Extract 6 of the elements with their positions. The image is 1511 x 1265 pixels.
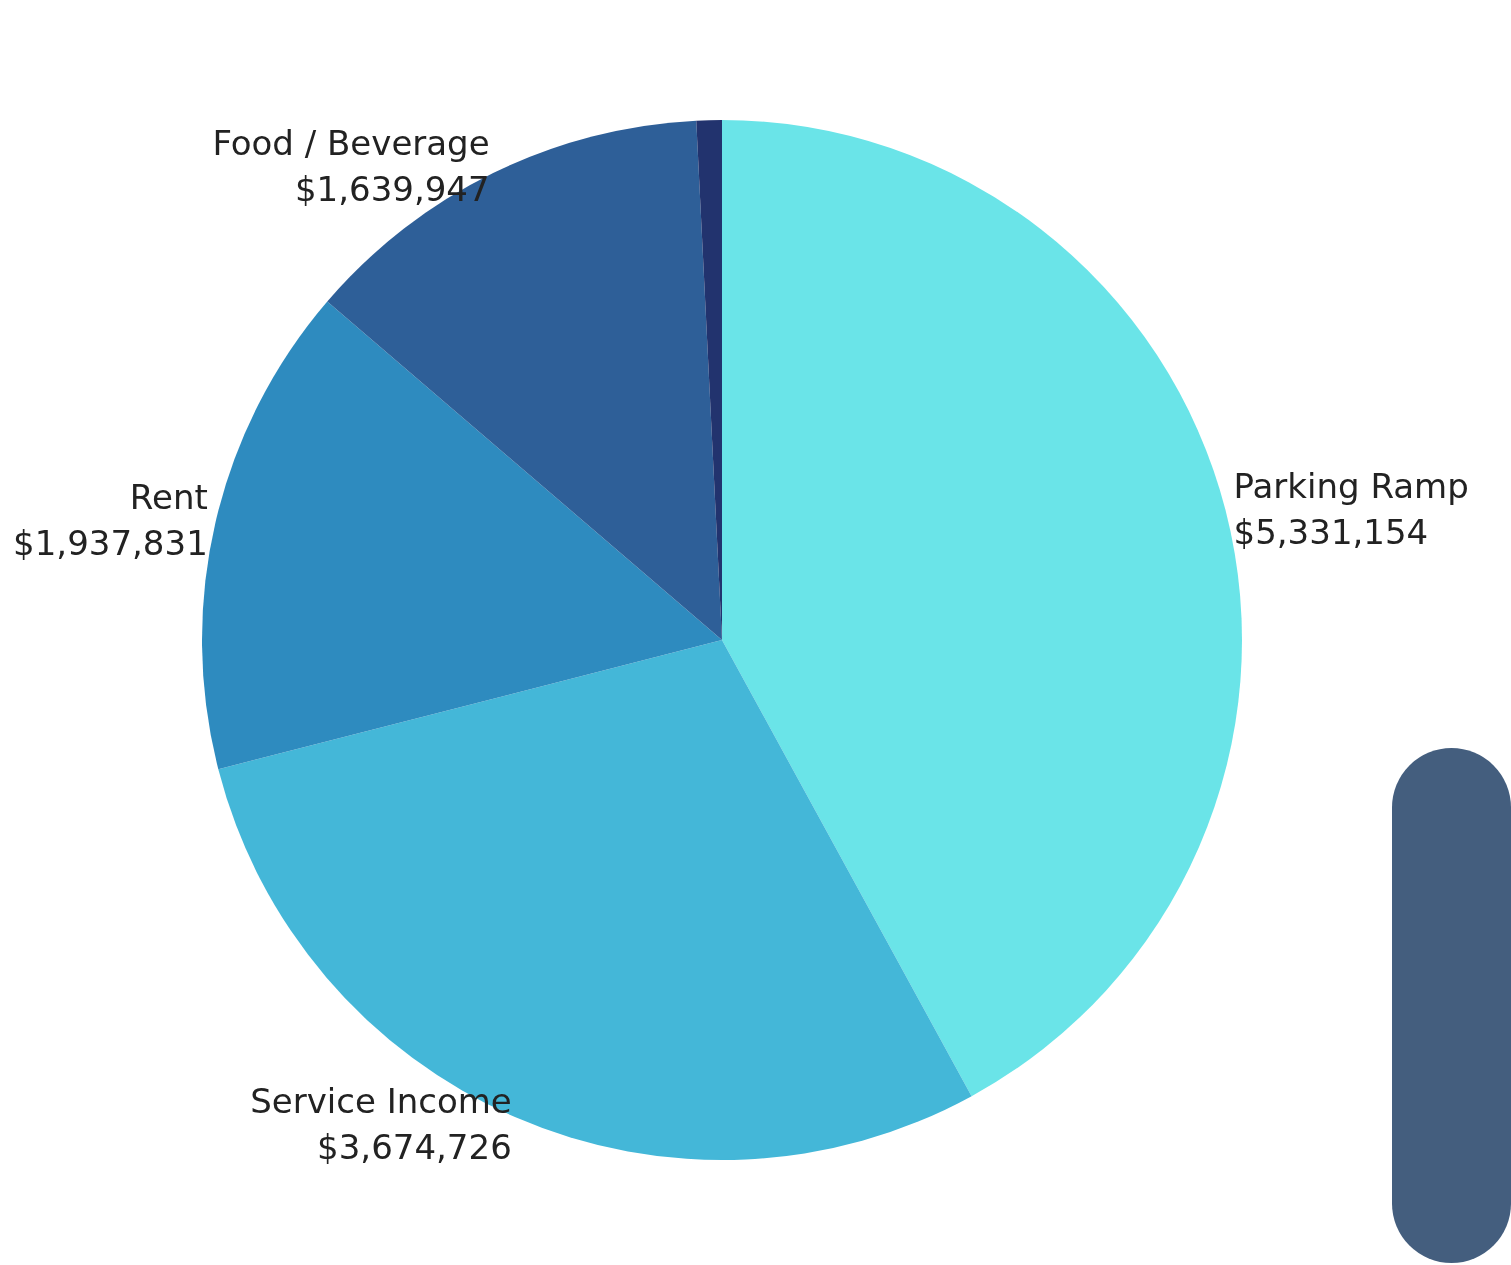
data-label: $1,937,831	[13, 523, 208, 564]
data-label: $5,331,154	[1233, 512, 1429, 553]
slice-label: Food / Beverage	[212, 122, 490, 163]
data-label: $3,674,726	[317, 1127, 512, 1168]
slice-label: Rent	[129, 477, 208, 518]
slice-label: Parking Ramp	[1233, 466, 1469, 507]
